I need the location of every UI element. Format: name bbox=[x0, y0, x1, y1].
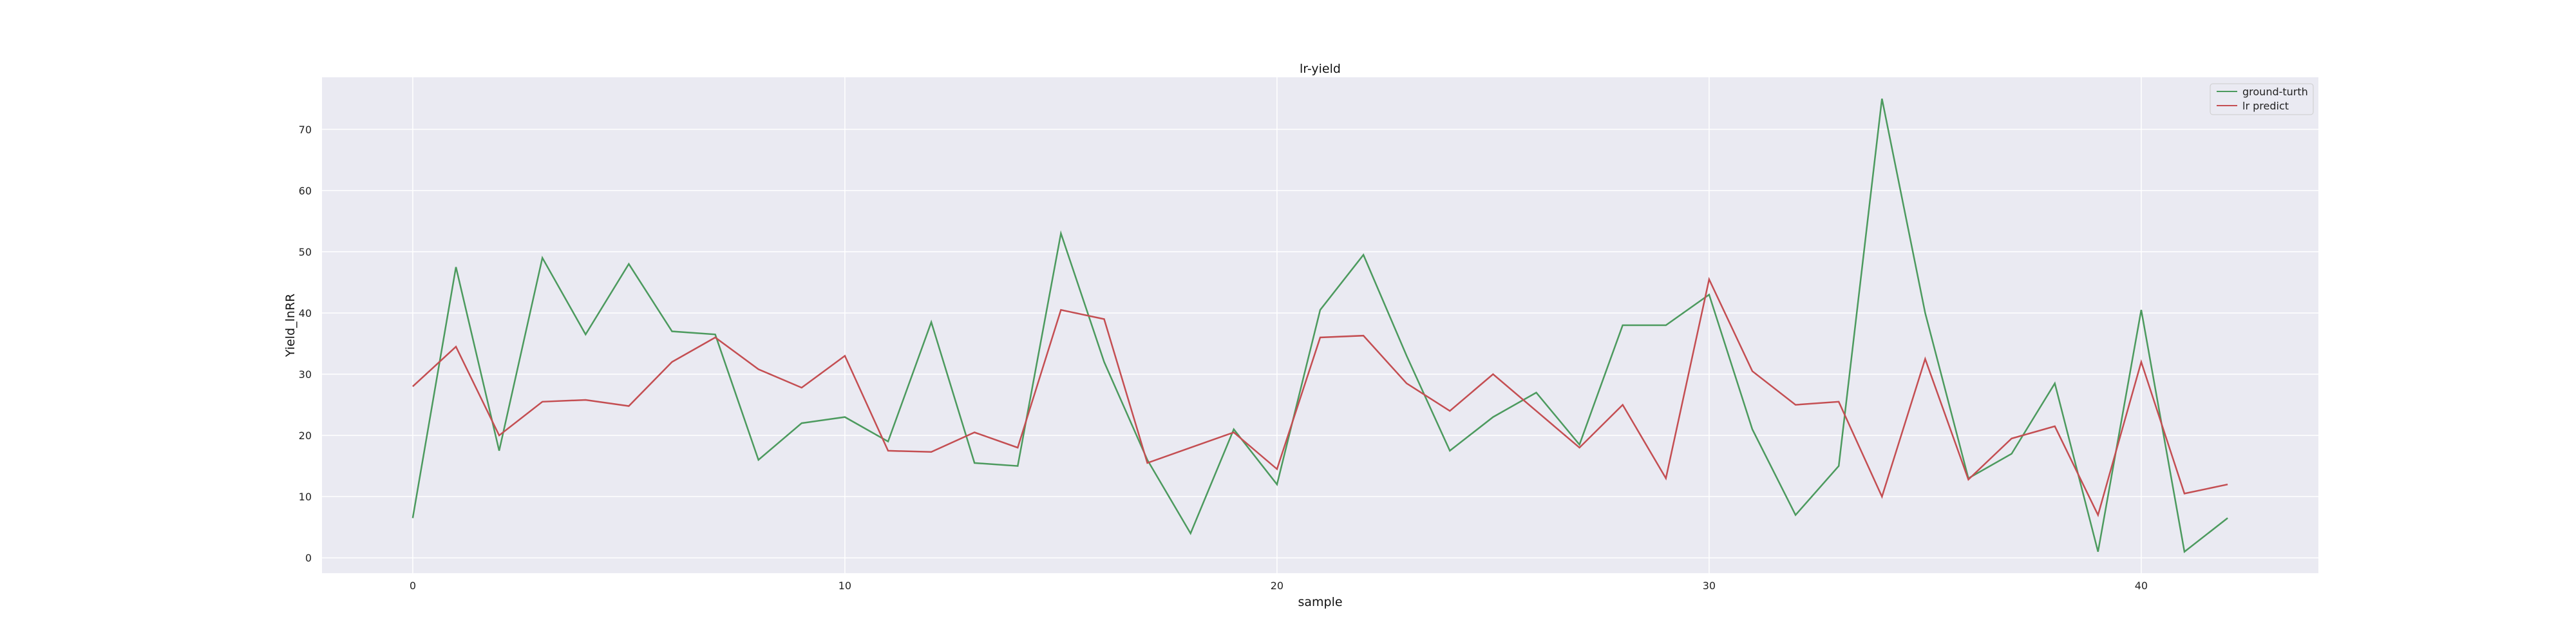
x-axis-title: sample bbox=[1298, 595, 1342, 609]
y-tick-label: 50 bbox=[299, 246, 312, 258]
series-lines bbox=[412, 99, 2228, 553]
series-line-lr-predict bbox=[412, 276, 2228, 518]
y-axis-title: Yield_lnRR bbox=[283, 294, 298, 357]
x-tick-label: 10 bbox=[838, 580, 851, 592]
x-tick-label: 30 bbox=[1703, 580, 1716, 592]
y-tick-labels: 0 10 20 30 40 50 60 70 bbox=[299, 124, 312, 564]
grid-lines bbox=[322, 77, 2318, 573]
x-tick-labels: 0 10 20 30 40 bbox=[410, 580, 2148, 592]
y-tick-label: 70 bbox=[299, 124, 312, 136]
x-tick-label: 40 bbox=[2135, 580, 2148, 592]
y-tick-label: 30 bbox=[299, 368, 312, 381]
y-tick-label: 40 bbox=[299, 307, 312, 319]
y-tick-label: 60 bbox=[299, 185, 312, 197]
series-line-ground-turth bbox=[412, 99, 2228, 553]
y-tick-label: 0 bbox=[305, 552, 312, 564]
plot-area bbox=[322, 77, 2318, 573]
y-tick-label: 20 bbox=[299, 430, 312, 442]
x-tick-label: 0 bbox=[410, 580, 416, 592]
legend-label-lr-predict: lr predict bbox=[2242, 100, 2289, 112]
y-tick-label: 10 bbox=[299, 491, 312, 503]
x-tick-label: 20 bbox=[1271, 580, 1283, 592]
chart-title: lr-yield bbox=[1300, 62, 1341, 76]
legend-label-ground-turth: ground-turth bbox=[2242, 86, 2308, 98]
legend: ground-turth lr predict bbox=[2210, 83, 2314, 115]
